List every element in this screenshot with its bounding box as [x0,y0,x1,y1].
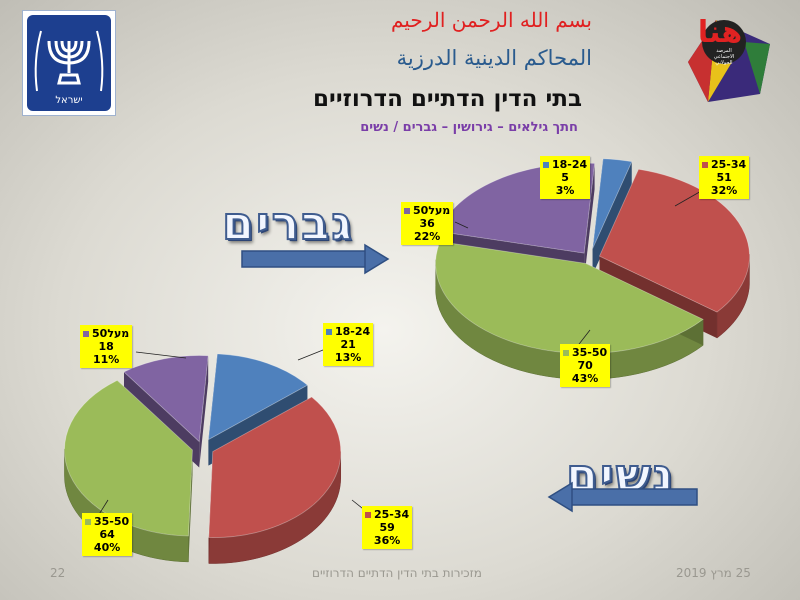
leader-line-1 [674,189,704,207]
men-label-18-24: 18-24 5 3% [540,156,591,199]
pie-1 [64,353,342,564]
women-label-25-34: 25-34 59 36% [362,506,413,549]
site-logo: هنا المرصد الاجتماعي الجولاني [668,2,780,104]
men-label-25-34: 25-34 51 32% [699,156,750,199]
state-emblem: ישראל [22,10,116,116]
women-label-35-50: 35-50 64 40% [82,513,133,556]
pie-0-slice-35-50 [435,241,704,354]
men-label: גברים [221,195,354,251]
men-label-35-50: 35-50 70 43% [560,344,611,387]
logo-text: هنا [698,15,742,50]
pie-1-slice-מעל50 [123,355,209,443]
arabic-court-name: المحاكم الدينية الدرزية [396,46,592,70]
left-arrow-icon [547,481,698,513]
logo-small-3: الجولاني [715,60,732,66]
footer-date: 25 מרץ 2019 [676,566,751,580]
right-arrow-icon [241,243,390,275]
women-label-18-24: 18-24 21 13% [323,323,374,366]
logo-small-2: الاجتماعي [714,54,734,60]
pie-1-slice-35-50 [64,379,193,537]
pie-1-slice-18-24 [207,353,309,441]
leader-line-3 [454,221,469,229]
page-title: בתי הדין הדתיים הדרוזיים [313,86,582,112]
menorah-emblem-icon: ישראל [27,15,111,111]
page-subtitle: חתך גילאים – גירושין – גברים / נשים [360,120,578,135]
footer-center: מזכירות בתי הדין הדתיים הדרוזיים [312,566,482,580]
pie-0-slice-25-34 [598,168,750,313]
pie-1-slice-25-34 [208,396,342,538]
women-label-over-50: מעל50 18 11% [80,325,133,368]
pie-0-slice-18-24 [592,158,633,249]
men-label-over-50: מעל50 36 22% [401,202,454,245]
emblem-caption: ישראל [55,95,82,106]
arabic-basmala: بسم الله الرحمن الرحيم [390,8,592,32]
leader-line-7 [135,351,187,359]
page-number: 22 [50,566,66,580]
pie-0 [435,158,750,380]
logo-small-1: المرصد [716,48,731,54]
